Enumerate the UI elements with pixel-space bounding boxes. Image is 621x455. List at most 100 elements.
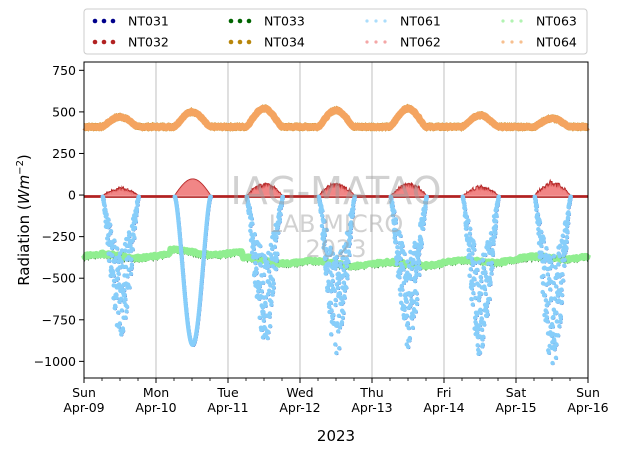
NT061-point — [261, 309, 266, 315]
legend-marker — [110, 39, 116, 45]
NT061-point — [277, 218, 283, 224]
NT061-point — [407, 273, 412, 278]
NT061-point — [470, 251, 475, 256]
NT061-point — [545, 272, 551, 277]
NT061-point — [414, 296, 420, 302]
legend-marker — [110, 18, 116, 24]
NT061-point — [329, 273, 335, 278]
NT061-point — [341, 280, 347, 285]
NT061-point — [128, 271, 134, 277]
NT061-point — [337, 325, 343, 330]
legend-entry-NT062: NT062 — [365, 35, 441, 50]
NT061-point — [564, 234, 570, 240]
NT061-point — [333, 342, 338, 347]
NT061-point — [392, 232, 398, 238]
NT061-point — [568, 194, 573, 199]
NT061-point — [473, 295, 478, 301]
NT061-point — [322, 238, 327, 244]
legend-marker — [228, 18, 234, 24]
NT061-point — [106, 258, 112, 264]
NT061-point — [337, 291, 342, 296]
legend-entry-NT031: NT031 — [92, 14, 169, 29]
NT061-point — [319, 213, 325, 218]
legend-label: NT033 — [264, 14, 305, 29]
NT061-point — [414, 291, 419, 296]
NT061-point — [482, 286, 488, 292]
NT061-point — [557, 243, 563, 249]
NT061-point — [108, 228, 114, 234]
NT061-point — [541, 239, 546, 244]
legend-marker — [374, 19, 378, 23]
x-tick-label: Sun Apr-16 — [567, 385, 608, 415]
x-tick-label: Tue Apr-11 — [207, 385, 248, 415]
NT061-point — [348, 229, 353, 235]
legend-marker — [365, 40, 369, 44]
NT061-point — [111, 273, 117, 278]
NT061-point — [273, 238, 279, 243]
NT061-point — [565, 215, 571, 220]
NT061-point — [263, 295, 268, 300]
NT061-point — [394, 261, 400, 267]
NT061-point — [534, 207, 539, 213]
NT061-point — [544, 246, 549, 251]
NT061-point — [259, 289, 265, 294]
NT061-point — [392, 209, 397, 214]
y-tick-label: 0 — [68, 188, 76, 203]
NT061-point — [417, 266, 422, 271]
NT061-point — [544, 309, 549, 315]
NT061-point — [467, 231, 473, 236]
NT061-point — [393, 239, 398, 244]
legend-marker — [228, 39, 234, 45]
NT061-point — [261, 318, 267, 323]
NT061-point — [107, 222, 113, 227]
NT061-point — [251, 246, 256, 251]
x-tick-label: Sat Apr-15 — [495, 385, 536, 415]
NT061-point — [270, 289, 276, 295]
NT061-point — [553, 284, 559, 289]
NT061-point — [402, 307, 407, 312]
NT061-point — [564, 245, 569, 250]
NT061-point — [549, 296, 554, 301]
NT061-point — [404, 313, 410, 318]
NT061-point — [558, 319, 563, 324]
NT061-point — [406, 263, 412, 269]
NT061-point — [340, 300, 346, 305]
NT064-band — [81, 104, 591, 132]
NT061-point — [334, 263, 340, 268]
NT061-point — [467, 226, 473, 231]
NT061-point — [339, 320, 345, 325]
NT061-point — [424, 194, 429, 199]
x-tick-label: Mon Apr-10 — [135, 385, 176, 415]
NT061-point — [484, 303, 490, 309]
legend-label: NT061 — [400, 14, 441, 29]
NT061-point — [117, 321, 123, 326]
NT061-point — [462, 206, 468, 212]
NT061-point — [483, 252, 488, 258]
NT061-point — [560, 278, 566, 283]
NT061-point — [260, 280, 266, 286]
NT061-point — [475, 267, 480, 273]
NT061-point — [331, 312, 336, 318]
NT061-point — [470, 302, 475, 307]
NT061-point — [254, 266, 259, 271]
NT061-point — [118, 296, 124, 302]
NT061-point — [544, 315, 550, 320]
NT061-point — [253, 260, 258, 266]
NT061-point — [344, 264, 349, 269]
NT061-point — [420, 226, 426, 231]
NT061-point — [267, 323, 273, 329]
NT061-point — [417, 272, 422, 277]
plot-area: IAG-MATAO LAB MICRO 2023 — [81, 61, 591, 379]
NT061-point — [478, 291, 484, 296]
NT061-point — [120, 328, 126, 333]
legend-marker — [383, 40, 387, 44]
NT061-point — [555, 293, 561, 298]
NT061-point — [115, 276, 121, 281]
NT061-point — [334, 350, 339, 356]
NT061-point — [481, 334, 486, 340]
NT061-point — [130, 247, 135, 252]
legend-marker — [365, 19, 369, 23]
NT061-point — [338, 261, 343, 266]
NT061-point — [102, 202, 107, 208]
NT061-point — [252, 232, 258, 237]
